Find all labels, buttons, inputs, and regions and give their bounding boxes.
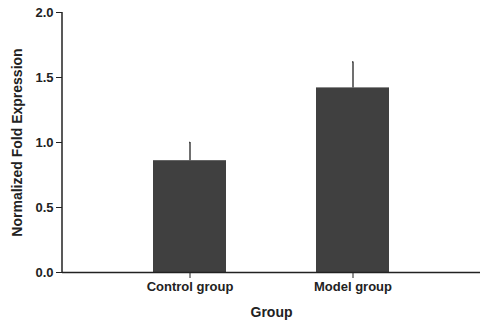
svg-text:Normalized Fold Expression: Normalized Fold Expression <box>9 48 25 236</box>
svg-text:0.5: 0.5 <box>35 200 53 215</box>
svg-text:1.5: 1.5 <box>35 70 53 85</box>
svg-text:0.0: 0.0 <box>35 265 53 280</box>
svg-text:2.0: 2.0 <box>35 5 53 20</box>
svg-text:Control group: Control group <box>147 279 234 294</box>
svg-text:Group: Group <box>251 304 293 320</box>
svg-text:1.0: 1.0 <box>35 135 53 150</box>
svg-text:Model group: Model group <box>314 279 392 294</box>
